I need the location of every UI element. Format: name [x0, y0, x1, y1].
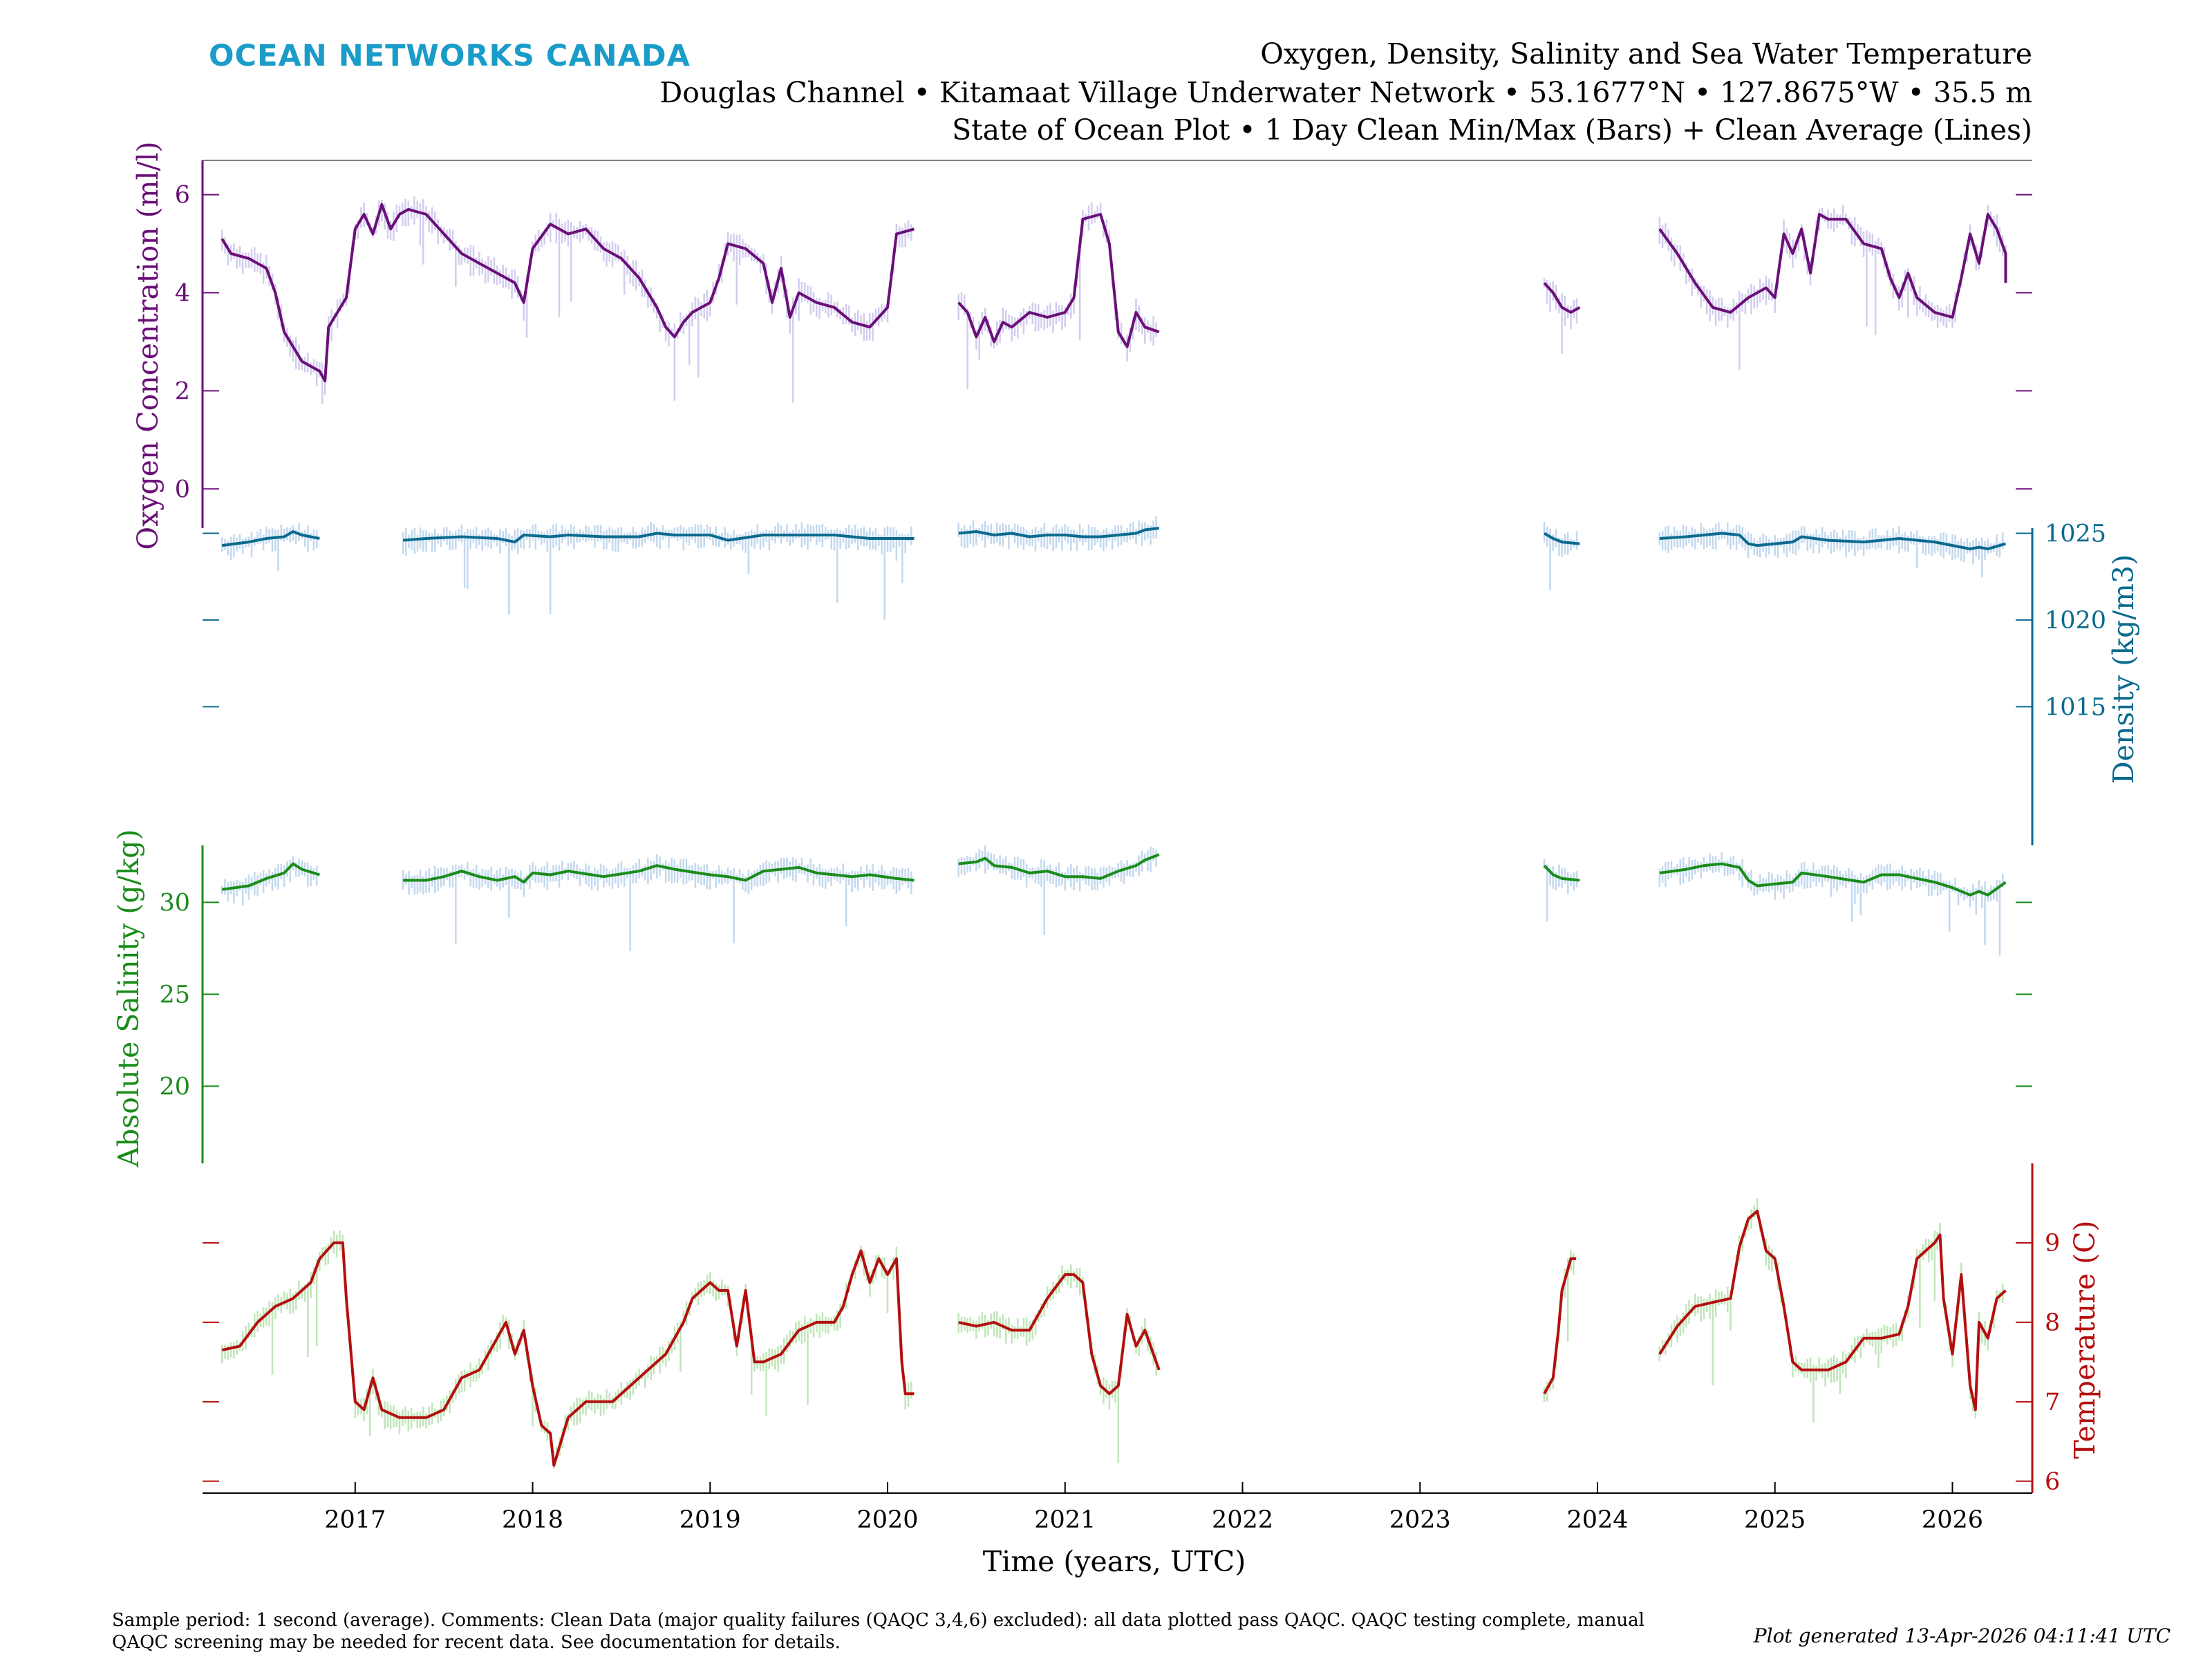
density-average-line-0	[221, 530, 320, 547]
oxygen-minmax-bars-3	[1658, 205, 2007, 370]
density-minmax-bars-3	[1543, 522, 1578, 590]
salinity-minmax-bars-4	[1658, 852, 2004, 956]
plot-area: 2017 2018 2019 2020 2021 2022 2023 2024 2025 2026…	[159, 160, 2106, 1534]
y-axis-label-oxygen: Oxygen Concentration (ml/l)	[131, 141, 165, 550]
y-axis-label-salinity: Absolute Salinity (g/kg)	[112, 830, 145, 1168]
density-minmax-bars-0	[221, 523, 318, 572]
temperature-y-tick-label-9: 9	[2045, 1230, 2060, 1257]
salinity-y-tick-label-30: 30	[159, 889, 190, 917]
temperature-minmax-bars-0	[221, 1230, 912, 1469]
y-axis-label-density: Density (kg/m3)	[2107, 554, 2140, 784]
temperature-y-tick-label-6: 6	[2045, 1468, 2060, 1496]
oxygen-minmax-bars-1	[957, 202, 1157, 389]
chart-subtitle-2: State of Ocean Plot • 1 Day Clean Min/Ma…	[952, 113, 2032, 147]
temperature-average-line-0	[221, 1241, 915, 1467]
salinity-average-line-1	[403, 864, 915, 884]
salinity-average-line-4	[1659, 862, 2007, 897]
temperature-y-tick-label-7: 7	[2045, 1389, 2060, 1416]
oxygen-average-line-3	[1658, 213, 2007, 319]
density-average-line-3	[1543, 532, 1580, 545]
x-tick-label-2024: 2024	[1566, 1506, 1628, 1534]
temperature-average-line-1	[958, 1273, 1161, 1396]
salinity-minmax-bars-0	[221, 856, 318, 906]
temperature-average-line-2	[1543, 1257, 1577, 1395]
footer-comment-line-1: Sample period: 1 second (average). Comme…	[112, 1610, 1644, 1631]
y-axis-label-temperature: Temperature (C)	[2068, 1221, 2101, 1459]
footer-comment-line-2: QAQC screening may be needed for recent …	[112, 1632, 841, 1653]
chart-subtitle: Douglas Channel • Kitamaat Village Under…	[659, 76, 2032, 109]
x-tick-label-2022: 2022	[1212, 1506, 1273, 1534]
plot-generated-timestamp: Plot generated 13-Apr-2026 04:11:41 UTC	[1753, 1624, 2171, 1647]
salinity-y-tick-label-25: 25	[159, 981, 190, 1009]
x-tick-label-2025: 2025	[1744, 1506, 1806, 1534]
x-tick-label-2017: 2017	[324, 1506, 386, 1534]
salinity-y-tick-label-20: 20	[159, 1073, 190, 1100]
ocean-networks-canada-logo: OCEAN NETWORKS CANADA	[209, 39, 691, 73]
salinity-average-line-2	[958, 853, 1160, 880]
x-tick-label-2023: 2023	[1389, 1506, 1451, 1534]
density-minmax-bars-4	[1658, 522, 2004, 578]
density-average-line-2	[958, 527, 1160, 538]
oxygen-y-tick-label-6: 6	[175, 182, 190, 209]
temperature-y-tick-label-8: 8	[2045, 1309, 2060, 1337]
oxygen-y-tick-label-4: 4	[175, 280, 190, 308]
x-axis-label: Time (years, UTC)	[983, 1545, 1246, 1578]
density-y-tick-label-1025: 1025	[2045, 521, 2106, 548]
density-y-tick-label-1020: 1020	[2045, 607, 2106, 635]
density-y-tick-label-1015: 1015	[2045, 693, 2106, 721]
x-tick-label-2019: 2019	[679, 1506, 741, 1534]
temperature-minmax-bars-1	[957, 1264, 1157, 1463]
temperature-minmax-bars-3	[1658, 1198, 2004, 1423]
temperature-average-line-3	[1658, 1210, 2007, 1412]
x-tick-label-2020: 2020	[856, 1506, 918, 1534]
density-average-line-4	[1659, 532, 2007, 551]
x-tick-label-2026: 2026	[1922, 1506, 1983, 1534]
chart-title: Oxygen, Density, Salinity and Sea Water …	[1260, 37, 2032, 71]
oxygen-y-tick-label-2: 2	[175, 377, 190, 405]
oxygen-average-line-2	[1543, 281, 1581, 314]
salinity-average-line-0	[221, 862, 320, 891]
density-average-line-1	[402, 532, 915, 544]
oxygen-average-line-0	[221, 203, 915, 383]
salinity-minmax-bars-3	[1543, 859, 1578, 921]
oxygen-average-line-1	[957, 213, 1160, 348]
oxygen-y-tick-label-0: 0	[175, 476, 190, 503]
salinity-average-line-3	[1543, 864, 1580, 882]
x-tick-label-2018: 2018	[502, 1506, 563, 1534]
salinity-minmax-bars-1	[402, 854, 912, 951]
x-tick-label-2021: 2021	[1034, 1506, 1096, 1534]
